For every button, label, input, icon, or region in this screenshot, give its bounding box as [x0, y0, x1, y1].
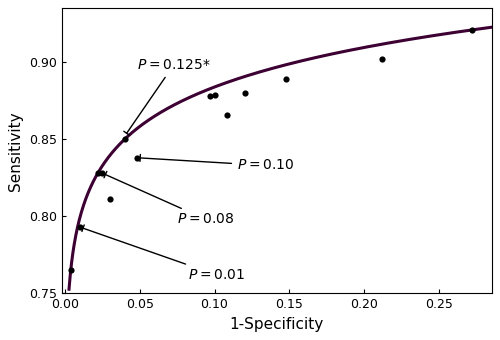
- Point: [378, 56, 386, 62]
- Text: $P = 0.10$: $P = 0.10$: [140, 154, 294, 172]
- Point: [120, 137, 128, 142]
- Point: [468, 27, 476, 33]
- Point: [222, 112, 230, 117]
- Text: $P = 0.08$: $P = 0.08$: [104, 171, 234, 226]
- Point: [282, 76, 290, 82]
- Point: [106, 197, 114, 202]
- Point: [132, 155, 140, 160]
- Point: [206, 94, 214, 99]
- Point: [240, 90, 248, 96]
- Point: [94, 170, 102, 176]
- Point: [98, 170, 106, 176]
- Text: $P = 0.01$: $P = 0.01$: [82, 225, 244, 282]
- Text: $P = 0.125$*: $P = 0.125$*: [124, 58, 210, 135]
- Point: [76, 224, 84, 230]
- X-axis label: 1-Specificity: 1-Specificity: [230, 317, 324, 332]
- Y-axis label: Sensitivity: Sensitivity: [8, 111, 24, 191]
- Point: [210, 92, 218, 97]
- Point: [66, 268, 74, 273]
